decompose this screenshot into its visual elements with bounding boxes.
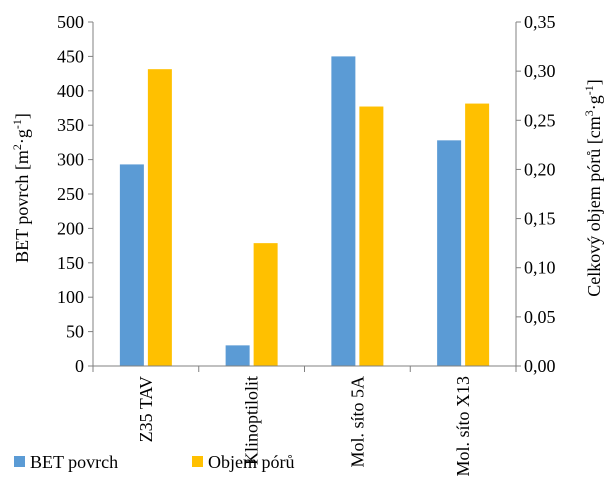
x-category-label: Z35 TAV (136, 376, 156, 442)
legend-swatch (192, 456, 203, 467)
bar-bet-povrch-4 (437, 140, 462, 366)
bar-bet-povrch-2 (225, 345, 250, 366)
y-left-tick-label: 50 (66, 322, 84, 342)
y-right-tick-label: 0,00 (524, 356, 556, 376)
y-left-tick-label: 100 (57, 287, 84, 307)
y-left-tick-label: 200 (57, 218, 84, 238)
y-left-tick-label: 400 (57, 81, 84, 101)
y-left-tick-label: 500 (57, 12, 84, 32)
y-right-tick-label: 0,15 (524, 209, 556, 229)
y-right-tick-label: 0,30 (524, 61, 556, 81)
y-axis-right-title: Celkový objem pórů [cm3·g-1] (582, 79, 604, 296)
y-left-tick-label: 350 (57, 115, 84, 135)
y-right-tick-label: 0,10 (524, 258, 556, 278)
bar-objem-poru-1 (147, 69, 172, 367)
bar-objem-poru-4 (465, 103, 490, 366)
y-right-tick-label: 0,20 (524, 159, 556, 179)
y-left-tick-label: 0 (75, 356, 84, 376)
y-left-tick-label: 300 (57, 150, 84, 170)
legend: BET povrch Objem pórů (14, 452, 294, 472)
legend-label: Objem pórů (208, 452, 294, 472)
plot-area: 0 50 100 150 200 250 300 350 400 450 500 0,00 0,05 0,… (57, 12, 556, 477)
legend-label: BET povrch (30, 452, 118, 472)
y-left-tick-label: 150 (57, 253, 84, 273)
x-category-label: Klinoptilolit (242, 376, 262, 465)
y-axis-left-title: BET povrch [m2·g-1] (10, 113, 32, 263)
legend-swatch (14, 456, 25, 467)
x-category-label: Mol. síto 5A (347, 376, 367, 468)
x-category-label: Mol. síto X13 (453, 376, 473, 477)
y-right-tick-label: 0,25 (524, 110, 556, 130)
bar-objem-poru-3 (359, 106, 384, 367)
bar-bet-povrch-3 (331, 56, 356, 367)
bar-bet-povrch-1 (119, 164, 144, 366)
bar-objem-poru-2 (253, 243, 278, 366)
y-left-tick-label: 450 (57, 46, 84, 66)
y-right-tick-label: 0,35 (524, 12, 556, 32)
y-right-tick-label: 0,05 (524, 307, 556, 327)
y-left-tick-label: 250 (57, 184, 84, 204)
